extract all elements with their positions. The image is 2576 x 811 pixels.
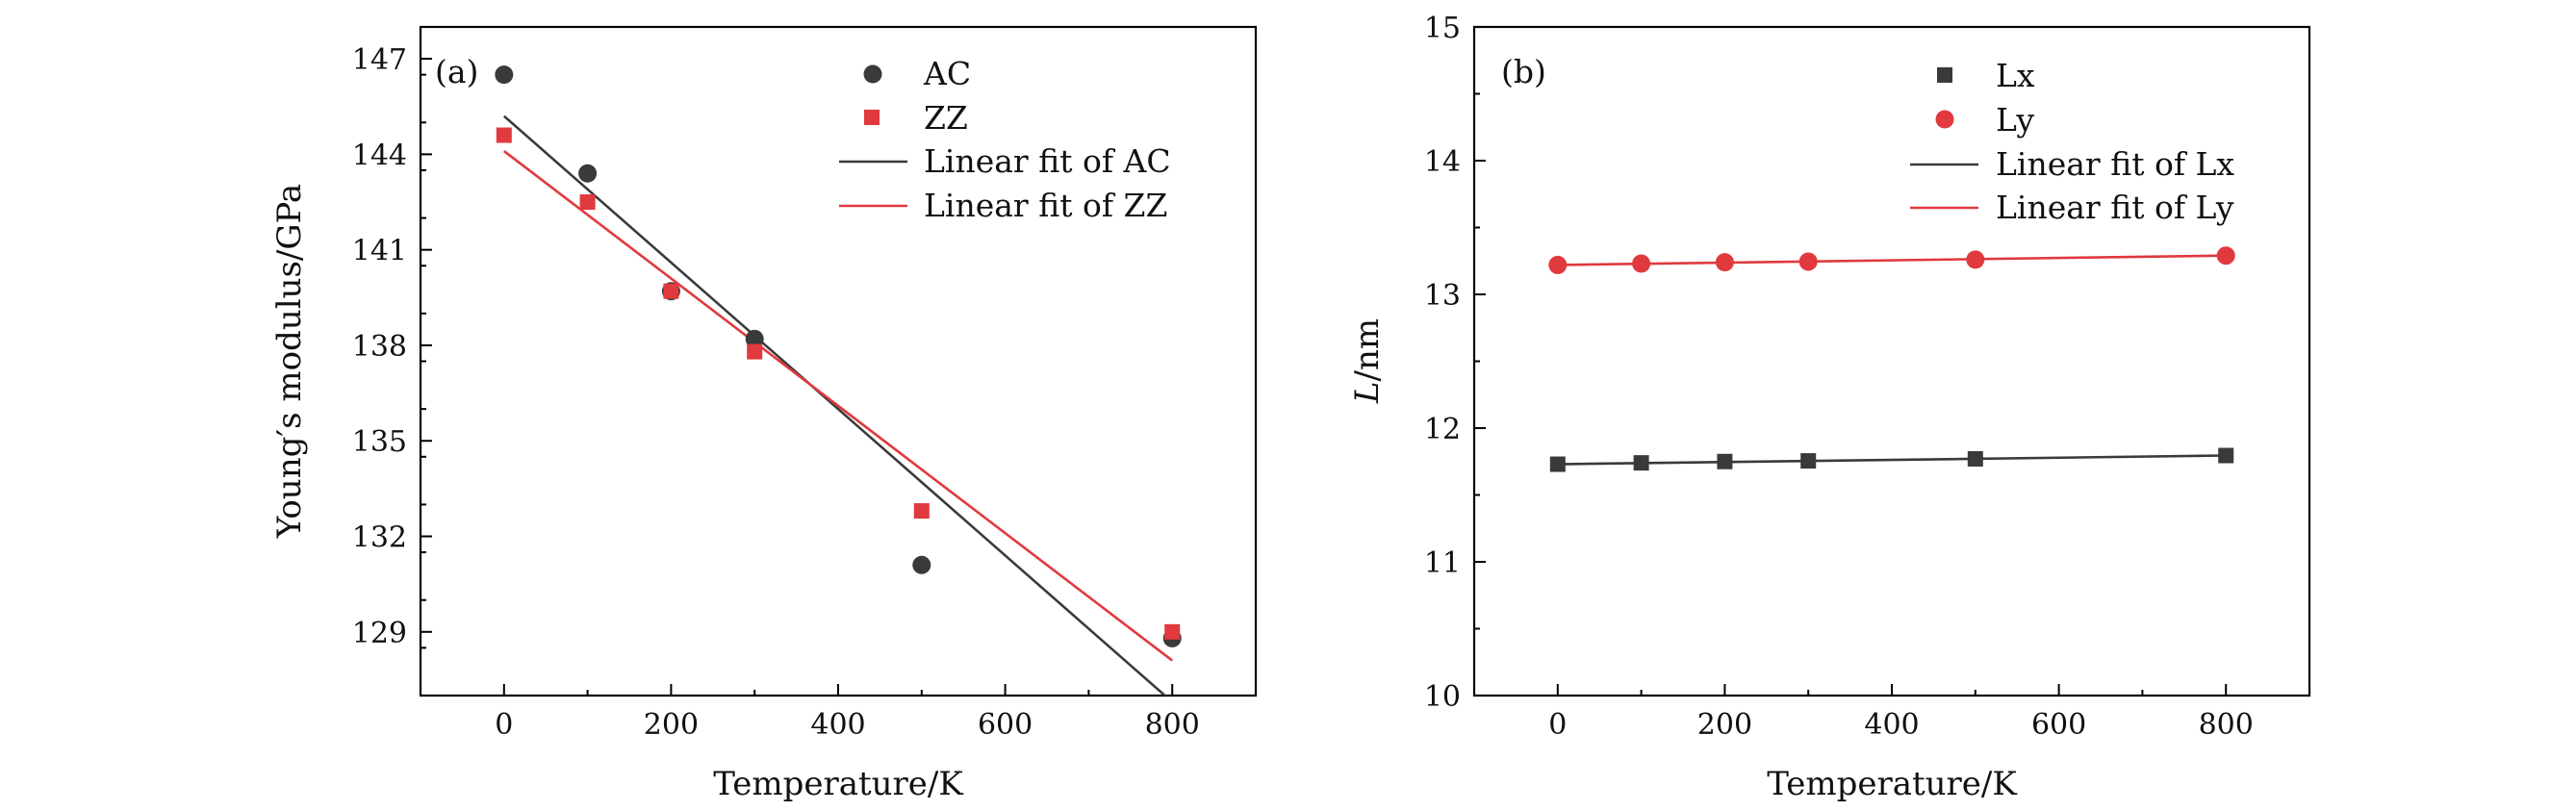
panel-a-x-axis-label: Temperature/K xyxy=(713,765,963,803)
panel-b-x-tick-label: 200 xyxy=(1697,708,1752,742)
panel-a-youngs-modulus: 0 200 400 600 800 129 132 135 138 141 144 147 (a) T… xyxy=(270,25,1258,803)
legend-ac-label: AC xyxy=(923,55,971,92)
panel-a-zz-point xyxy=(496,127,512,143)
legend-fit-zz-label: Linear fit of ZZ xyxy=(924,187,1167,224)
panel-a-zz-point xyxy=(1164,623,1181,640)
panel-a-x-tick-label: 800 xyxy=(1145,708,1200,742)
panel-b-y-axis-symbol: L xyxy=(1348,382,1387,405)
panel-a-label: (a) xyxy=(435,53,478,90)
panel-a-ac-point xyxy=(912,555,931,574)
panel-a-zz-point xyxy=(747,343,763,360)
legend-ac-marker xyxy=(863,64,882,84)
panel-b-y-tick-label: 15 xyxy=(1424,12,1461,45)
panel-b-ly-point xyxy=(1548,255,1568,274)
panel-a-y-tick-label: 141 xyxy=(352,235,407,268)
legend-fit-lx-label: Linear fit of Lx xyxy=(1996,145,2234,183)
panel-b-label: (b) xyxy=(1501,53,1546,90)
panel-b-y-tick-label: 13 xyxy=(1424,279,1461,313)
panel-b-lx-point xyxy=(2218,447,2234,464)
legend-fit-ac-label: Linear fit of AC xyxy=(924,142,1171,180)
panel-b-x-tick-label: 800 xyxy=(2199,708,2254,742)
panel-a-y-axis-label: Young′s modulus/GPa xyxy=(270,184,309,539)
panel-a-x-tick-label: 200 xyxy=(644,708,699,742)
panel-b-y-tick-label: 12 xyxy=(1424,413,1461,446)
legend-ly-marker xyxy=(1935,110,1954,129)
panel-a-x-tick-label: 400 xyxy=(810,708,865,742)
panel-b-plot-frame xyxy=(1472,25,2311,697)
panel-b-ly-point xyxy=(1966,250,1985,269)
panel-b-y-tick-label: 14 xyxy=(1424,145,1461,179)
legend-zz-marker xyxy=(864,110,880,125)
panel-b-ly-point xyxy=(1715,253,1734,272)
panel-b-x-tick-label: 600 xyxy=(2031,708,2086,742)
panel-b-x-tick-label: 400 xyxy=(1864,708,1919,742)
panel-a-y-tick-label: 129 xyxy=(352,617,407,650)
panel-b-x-tick-label: 0 xyxy=(1548,708,1567,742)
panel-a-fit-lines xyxy=(502,114,1173,696)
panel-b-lx-point xyxy=(1633,455,1649,471)
panel-a-y-tick-label: 132 xyxy=(352,521,407,555)
panel-b-linear-fit-of-ly xyxy=(1557,254,2227,266)
panel-b-y-axis-unit: /nm xyxy=(1348,318,1387,382)
panel-a-ac-point xyxy=(578,164,598,183)
panel-b-lx-point xyxy=(1967,450,1983,467)
panel-a-legend: AC ZZ Linear fit of AC Linear fit of ZZ xyxy=(839,55,1171,224)
panel-a-data-points xyxy=(495,65,1182,647)
panel-a-linear-fit-of-zz xyxy=(503,150,1173,662)
panel-a-x-tick-label: 0 xyxy=(495,708,513,742)
panel-b-ticks: 0 200 400 600 800 10 11 12 13 14 15 xyxy=(1424,12,2254,742)
panel-a-ticks: 0 200 400 600 800 129 132 135 138 141 144 147 xyxy=(352,43,1200,742)
panel-a-zz-point xyxy=(579,194,596,211)
panel-b-y-axis-label: L/nm xyxy=(1348,318,1387,404)
panel-b-lx-point xyxy=(1717,453,1733,469)
legend-lx-label: Lx xyxy=(1996,57,2035,94)
panel-b-y-tick-label: 11 xyxy=(1424,546,1461,580)
panel-b-lx-point xyxy=(1549,456,1566,472)
panel-b-fit-lines xyxy=(1557,254,2227,466)
panel-a-y-tick-label: 135 xyxy=(352,425,407,459)
panel-a-y-tick-label: 138 xyxy=(352,330,407,364)
panel-b-data-points xyxy=(1548,246,2235,472)
panel-a-plot-frame xyxy=(419,25,1258,697)
legend-ly-label: Ly xyxy=(1996,101,2034,139)
panel-b-linear-fit-of-lx xyxy=(1557,454,2227,466)
panel-b-x-axis-label: Temperature/K xyxy=(1767,765,2017,803)
panel-a-ac-point xyxy=(495,65,514,85)
legend-fit-ly-label: Linear fit of Ly xyxy=(1996,189,2234,226)
panel-b-ly-point xyxy=(1632,254,1651,273)
panel-b-y-tick-label: 10 xyxy=(1424,680,1461,714)
panel-a-ac-point xyxy=(745,329,764,348)
panel-a-linear-fit-of-ac xyxy=(502,114,1167,696)
panel-a-x-tick-label: 600 xyxy=(978,708,1033,742)
panel-a-zz-point xyxy=(913,503,930,520)
panel-b-ly-point xyxy=(2216,246,2235,266)
panel-a-y-tick-label: 144 xyxy=(352,139,407,172)
panel-a-y-tick-label: 147 xyxy=(352,43,407,77)
panel-b-lx-point xyxy=(1800,453,1817,469)
panel-b-length: 0 200 400 600 800 10 11 12 13 14 15 (b) Temperatur… xyxy=(1348,12,2311,803)
legend-zz-label: ZZ xyxy=(924,99,968,137)
legend-lx-marker xyxy=(1937,67,1952,83)
panel-b-ly-point xyxy=(1798,252,1818,271)
panel-b-legend: Lx Ly Linear fit of Lx Linear fit of Ly xyxy=(1910,57,2234,226)
panel-a-zz-point xyxy=(663,283,679,299)
